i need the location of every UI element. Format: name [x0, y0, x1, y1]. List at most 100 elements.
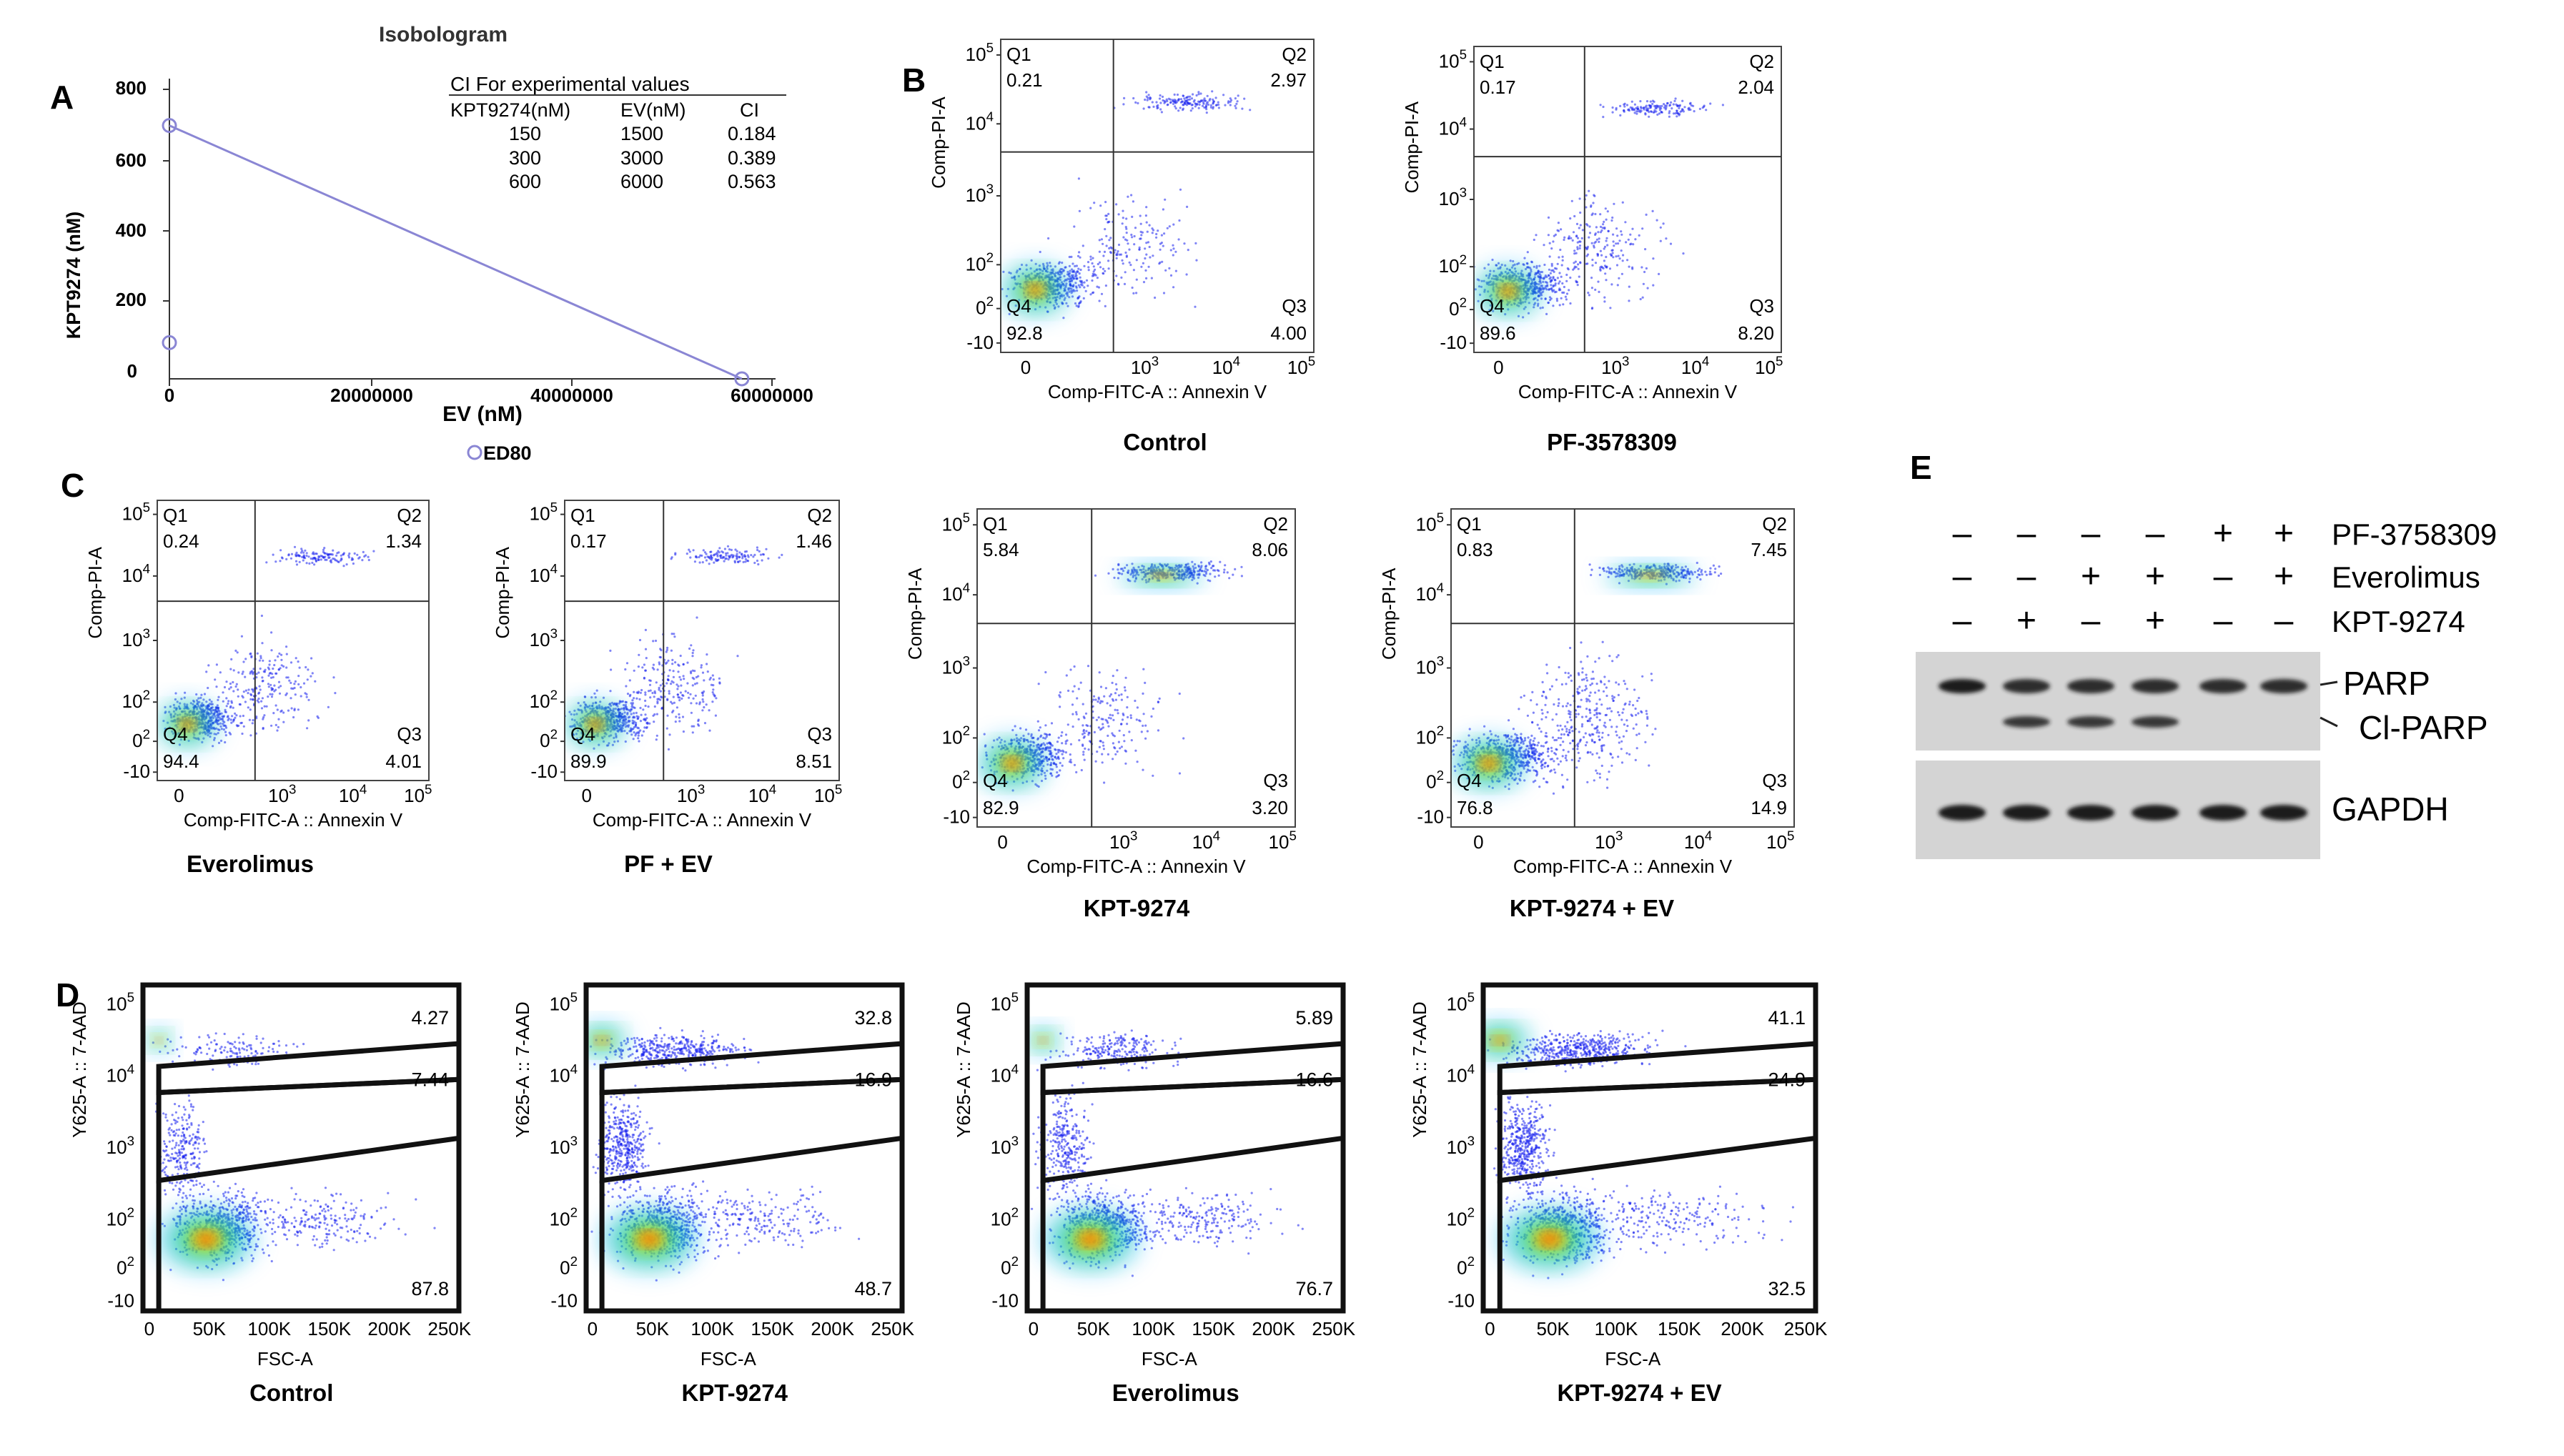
- event-dot: [215, 663, 218, 666]
- event-dot: [756, 548, 759, 552]
- event-dot: [1070, 289, 1073, 292]
- event-dot: [1595, 226, 1598, 229]
- event-dot: [1600, 229, 1603, 232]
- event-dot: [628, 720, 631, 723]
- iso-ytick: 600: [116, 149, 147, 171]
- event-dot: [1136, 761, 1139, 763]
- event-dot: [1550, 262, 1553, 265]
- event-dot: [1510, 738, 1513, 741]
- event-dot: [1553, 768, 1555, 771]
- event-dot: [1081, 733, 1084, 736]
- event-dot: [1610, 219, 1613, 222]
- event-dot: [213, 737, 216, 740]
- event-dot: [1132, 269, 1135, 272]
- event-dot: [217, 732, 219, 735]
- quadrant-value: 94.4: [163, 751, 199, 772]
- event-dot: [1117, 282, 1120, 285]
- event-dot: [1078, 251, 1081, 254]
- event-dot: [1552, 240, 1555, 243]
- event-dot: [241, 732, 244, 736]
- event-dot: [1631, 107, 1634, 109]
- quadrant-name: Q2: [397, 505, 422, 526]
- event-dot: [334, 692, 337, 695]
- event-dot: [746, 554, 749, 557]
- event-dot: [1611, 106, 1614, 109]
- y-tick: 02: [540, 726, 558, 751]
- event-dot: [1631, 227, 1634, 230]
- event-dot: [667, 675, 670, 678]
- event-dot: [1049, 768, 1052, 771]
- event-dot: [1682, 110, 1685, 113]
- event-dot: [1109, 695, 1112, 698]
- event-dot: [214, 715, 217, 718]
- event-dot: [659, 698, 662, 701]
- event-dot: [1140, 731, 1143, 733]
- event-dot: [237, 724, 240, 727]
- event-dot: [620, 700, 623, 703]
- event-dot: [1224, 564, 1227, 567]
- event-dot: [1599, 231, 1603, 234]
- event-dot: [1071, 295, 1074, 298]
- event-dot: [1692, 104, 1695, 107]
- y-tick: 104: [530, 561, 558, 586]
- event-dot: [1092, 272, 1094, 275]
- quadrant-value: 8.06: [1252, 539, 1288, 560]
- event-dot: [708, 678, 711, 681]
- event-dot: [1105, 214, 1108, 217]
- event-dot: [1554, 233, 1557, 236]
- event-dot: [1588, 232, 1592, 234]
- event-dot: [1554, 282, 1557, 285]
- event-dot: [1120, 698, 1123, 701]
- event-dot: [1114, 683, 1118, 685]
- quadrant-name: Q4: [1480, 295, 1505, 317]
- y-tick: 103: [966, 181, 994, 206]
- event-dot: [285, 645, 288, 648]
- event-dot: [1542, 280, 1545, 283]
- event-dot: [1039, 736, 1042, 738]
- event-dot: [1533, 265, 1535, 268]
- event-dot: [241, 673, 244, 675]
- event-dot: [1079, 280, 1082, 283]
- event-dot: [1096, 277, 1099, 279]
- quadrant-name: Q2: [1749, 51, 1774, 72]
- event-dot: [712, 688, 715, 691]
- event-dot: [1172, 102, 1175, 105]
- event-dot: [1603, 264, 1607, 267]
- plot-caption: Control: [1123, 429, 1207, 455]
- event-dot: [1620, 233, 1623, 236]
- event-dot: [1559, 289, 1562, 292]
- event-dot: [1152, 254, 1154, 257]
- event-dot: [259, 657, 262, 660]
- event-dot: [264, 668, 267, 671]
- event-dot: [1232, 573, 1234, 576]
- event-dot: [1151, 227, 1154, 230]
- event-dot: [642, 730, 645, 733]
- event-dot: [1596, 252, 1599, 255]
- event-dot: [1563, 291, 1565, 294]
- x-tick: 105: [1269, 828, 1297, 853]
- event-dot: [1590, 307, 1593, 310]
- event-dot: [236, 651, 239, 654]
- event-dot: [247, 706, 249, 709]
- event-dot: [628, 695, 631, 698]
- event-dot: [1176, 93, 1179, 96]
- event-dot: [1648, 104, 1651, 107]
- event-dot: [667, 659, 670, 662]
- event-dot: [1044, 774, 1046, 777]
- event-dot: [337, 560, 340, 563]
- event-dot: [1127, 242, 1129, 245]
- event-dot: [1000, 738, 1003, 741]
- event-dot: [1598, 290, 1600, 293]
- event-dot: [1040, 743, 1043, 746]
- event-dot: [689, 693, 692, 695]
- event-dot: [288, 679, 291, 682]
- event-dot: [624, 740, 627, 743]
- event-dot: [1098, 250, 1101, 253]
- plot-caption: KPT-9274: [1084, 895, 1190, 921]
- event-dot: [1117, 741, 1120, 743]
- quadrant-name: Q4: [1006, 295, 1031, 317]
- event-dot: [1214, 569, 1217, 572]
- event-dot: [674, 661, 677, 664]
- event-dot: [649, 679, 652, 683]
- event-dot: [1508, 788, 1510, 791]
